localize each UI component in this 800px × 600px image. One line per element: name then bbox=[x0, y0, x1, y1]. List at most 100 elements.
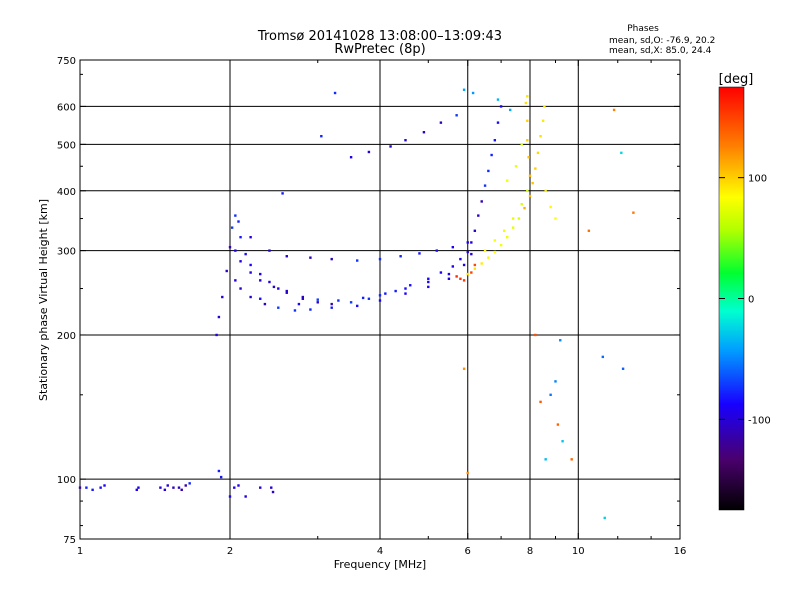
data-point bbox=[462, 367, 466, 370]
x-tick-label: 4 bbox=[377, 546, 383, 557]
stats-heading: Phases bbox=[627, 24, 659, 34]
data-point bbox=[301, 295, 305, 299]
y-tick-label: 400 bbox=[57, 187, 76, 198]
data-point bbox=[526, 139, 529, 142]
data-point bbox=[483, 184, 487, 187]
data-point bbox=[514, 165, 518, 168]
data-point bbox=[466, 272, 469, 276]
data-point bbox=[427, 285, 430, 289]
data-point bbox=[384, 292, 387, 295]
y-tick-labels: 75 100 200 300 400 500 600 750 bbox=[57, 56, 76, 546]
data-point bbox=[439, 121, 443, 124]
data-point bbox=[554, 217, 557, 220]
data-point bbox=[470, 271, 473, 274]
data-point bbox=[180, 488, 183, 492]
data-point bbox=[517, 217, 521, 220]
data-point bbox=[244, 495, 247, 498]
data-point bbox=[447, 272, 451, 276]
data-point bbox=[337, 299, 340, 302]
data-point bbox=[544, 189, 547, 192]
data-point bbox=[511, 226, 515, 229]
data-point bbox=[330, 306, 333, 309]
x-tick-label: 1 bbox=[77, 546, 83, 557]
data-point bbox=[239, 235, 242, 239]
data-point bbox=[541, 119, 545, 122]
data-point bbox=[301, 297, 305, 300]
data-point bbox=[603, 516, 606, 520]
data-point bbox=[277, 287, 280, 290]
data-point bbox=[620, 151, 623, 155]
data-point bbox=[534, 167, 537, 170]
y-axis-label: Stationary phase Virtual Height [km] bbox=[37, 199, 50, 401]
data-point bbox=[473, 267, 477, 270]
data-point bbox=[361, 296, 365, 300]
data-point bbox=[422, 131, 426, 134]
data-point bbox=[490, 153, 493, 157]
data-point bbox=[462, 279, 466, 282]
data-point bbox=[378, 294, 382, 297]
data-point bbox=[135, 488, 138, 492]
data-point bbox=[528, 174, 532, 177]
data-point bbox=[163, 488, 167, 492]
data-point bbox=[493, 139, 497, 142]
chart-title: Tromsø 20141028 13:08:00–13:09:43 bbox=[257, 29, 502, 44]
data-point bbox=[234, 214, 237, 217]
data-point bbox=[320, 134, 323, 138]
data-point bbox=[228, 495, 232, 498]
data-point bbox=[99, 486, 102, 489]
data-point bbox=[184, 484, 187, 487]
data-point bbox=[367, 150, 371, 154]
data-point bbox=[404, 139, 407, 142]
data-point bbox=[524, 101, 528, 105]
data-point bbox=[188, 482, 191, 485]
data-point bbox=[297, 302, 301, 306]
data-point bbox=[526, 189, 529, 192]
x-tick-label: 2 bbox=[227, 546, 233, 557]
data-point bbox=[480, 262, 483, 265]
data-point bbox=[499, 243, 503, 247]
data-point bbox=[549, 205, 552, 209]
data-point bbox=[394, 289, 397, 293]
data-point bbox=[487, 169, 490, 173]
data-point bbox=[493, 250, 497, 254]
data-point bbox=[355, 304, 359, 308]
data-point bbox=[477, 214, 480, 217]
data-point bbox=[496, 121, 500, 124]
chart-subtitle: RwPretec (8p) bbox=[334, 42, 425, 57]
data-point bbox=[399, 255, 402, 258]
data-point bbox=[559, 339, 562, 342]
data-point bbox=[221, 295, 224, 299]
data-point bbox=[483, 249, 487, 252]
data-point bbox=[355, 259, 359, 262]
data-point bbox=[493, 239, 497, 242]
data-point bbox=[85, 486, 88, 489]
y-tick-label: 750 bbox=[57, 56, 76, 67]
data-point bbox=[233, 486, 236, 489]
data-point bbox=[409, 284, 412, 287]
data-point bbox=[549, 393, 552, 397]
data-point bbox=[554, 380, 557, 383]
data-point bbox=[508, 108, 512, 112]
data-point bbox=[473, 229, 477, 232]
data-point bbox=[499, 105, 503, 108]
axis-ticks bbox=[79, 59, 681, 540]
x-tick-label: 10 bbox=[572, 546, 585, 557]
data-point bbox=[439, 271, 443, 274]
colorbar-label: [deg] bbox=[719, 72, 754, 87]
data-point bbox=[230, 226, 234, 229]
data-point bbox=[451, 245, 455, 249]
data-point bbox=[281, 192, 284, 195]
data-point bbox=[234, 279, 237, 282]
data-point bbox=[531, 181, 534, 185]
data-point bbox=[601, 355, 605, 359]
data-point bbox=[462, 263, 466, 267]
data-point bbox=[367, 297, 371, 300]
data-point bbox=[496, 98, 500, 101]
data-point bbox=[543, 105, 546, 108]
data-point bbox=[539, 134, 542, 138]
data-point bbox=[544, 458, 547, 461]
data-point bbox=[349, 301, 353, 304]
data-point bbox=[316, 301, 319, 304]
data-point bbox=[349, 156, 353, 159]
data-point bbox=[466, 250, 469, 254]
